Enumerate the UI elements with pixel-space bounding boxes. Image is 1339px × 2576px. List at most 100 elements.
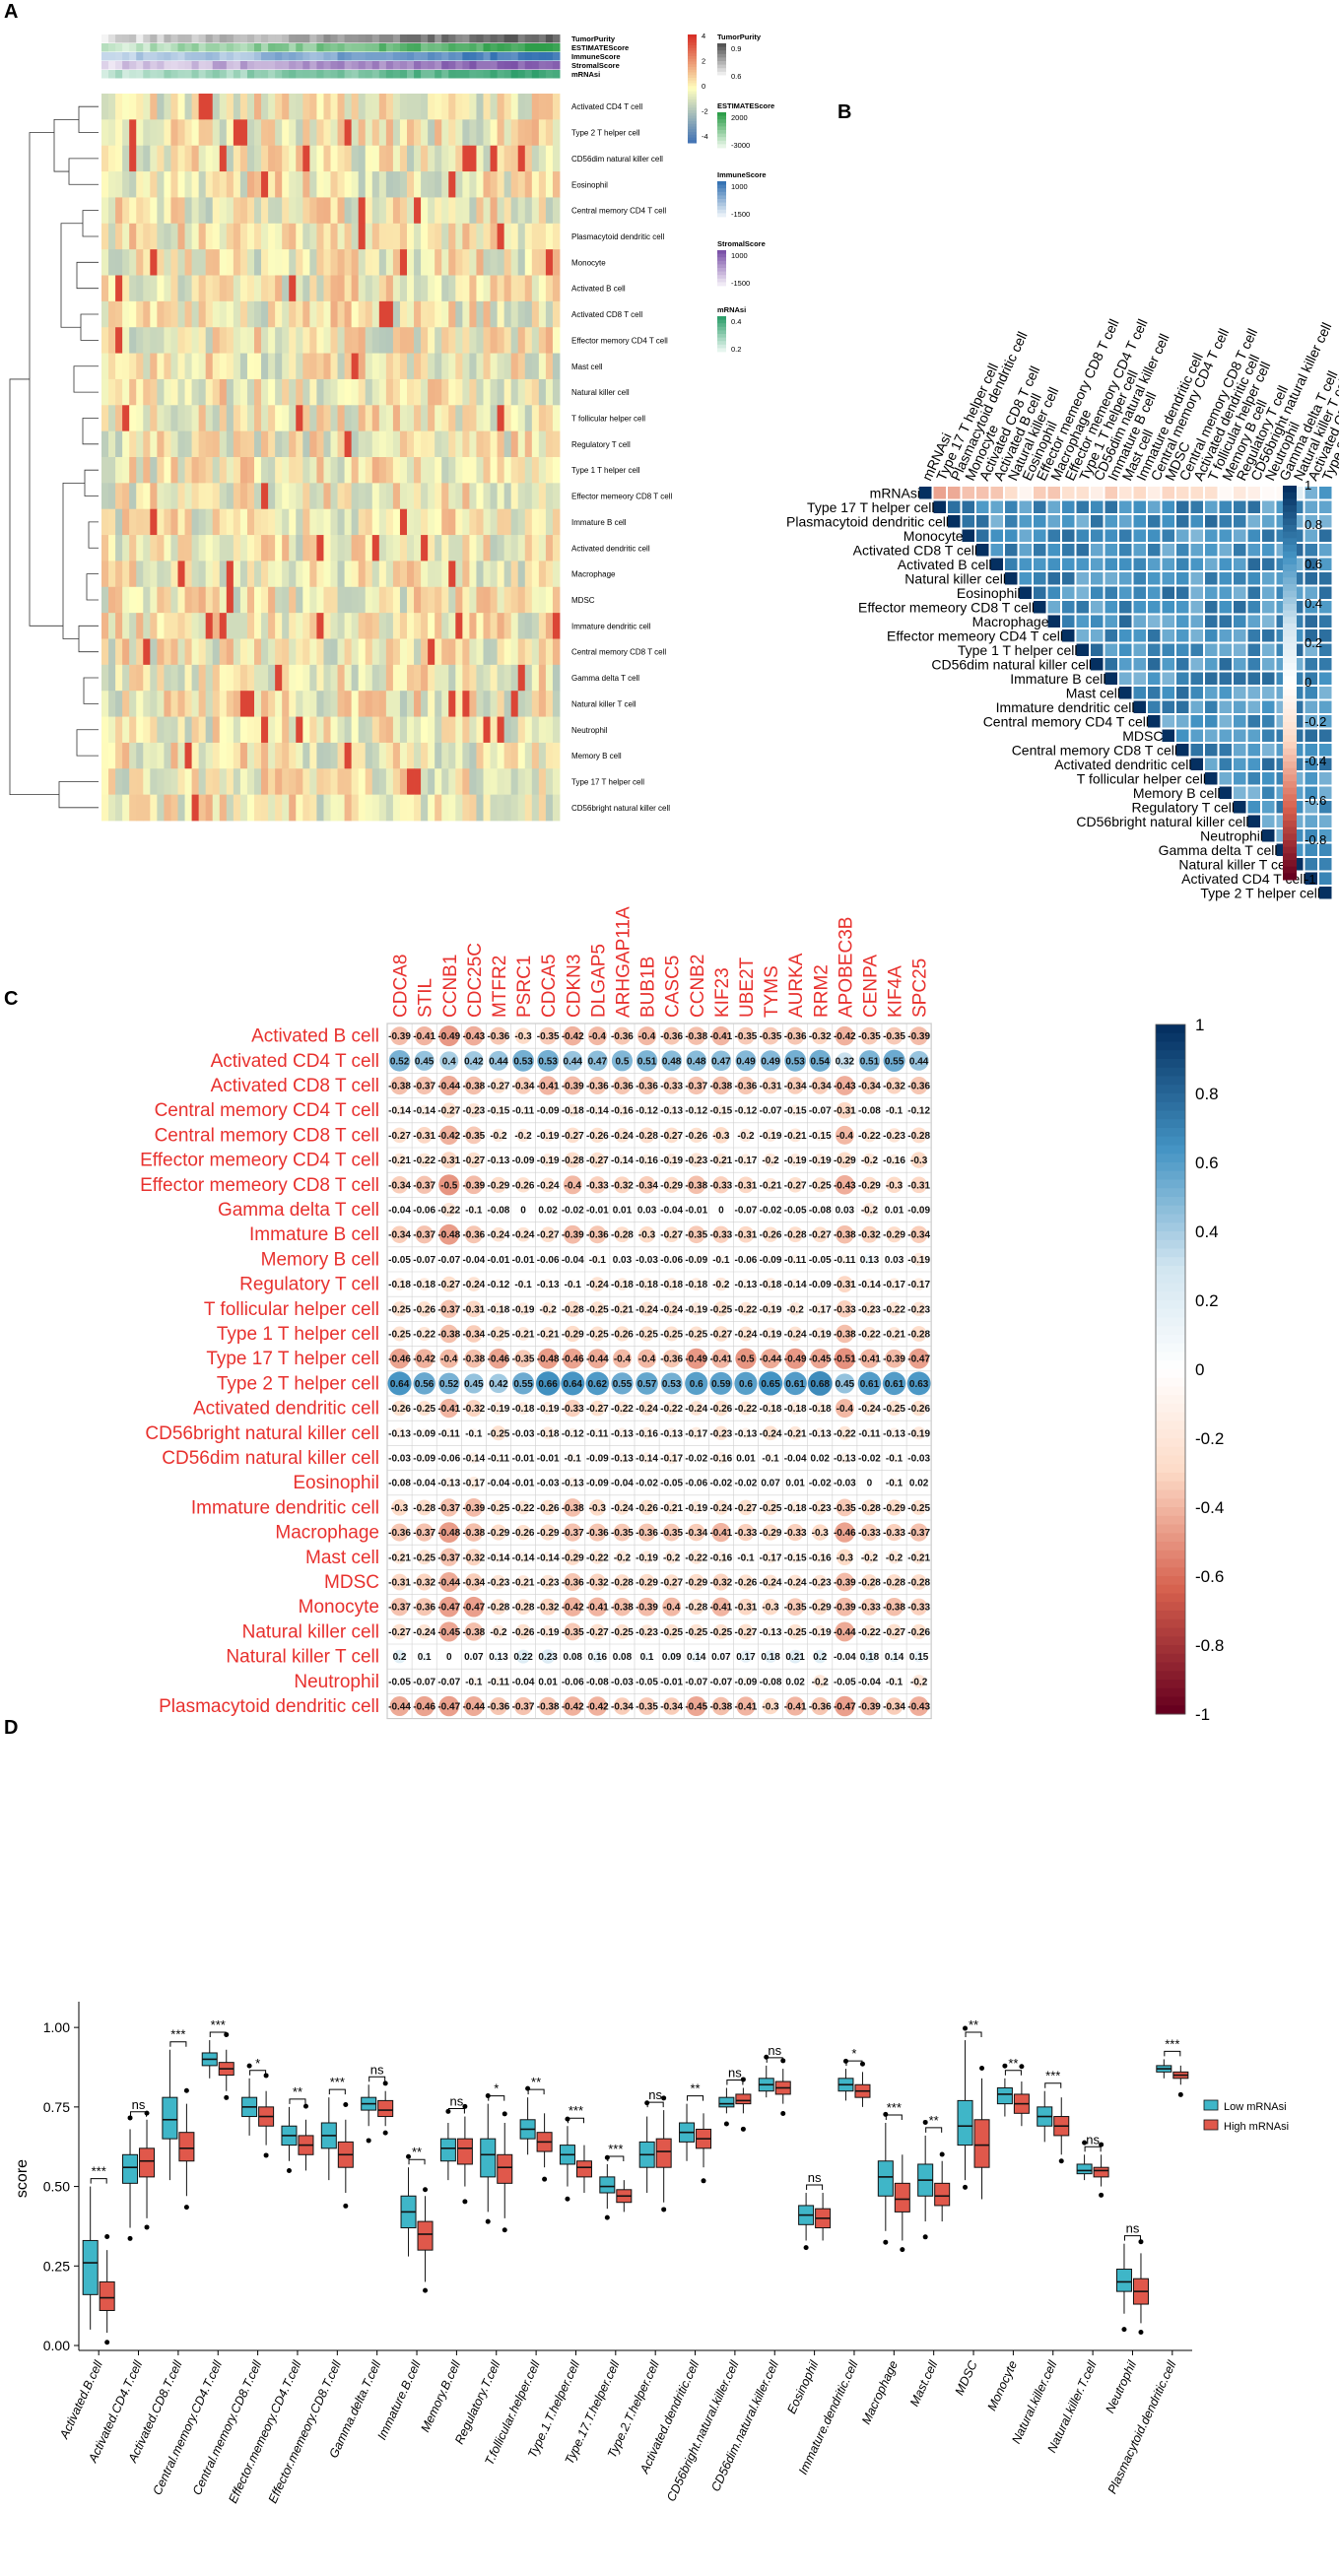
annotation-cell: [510, 70, 519, 79]
heatmap-cell: [309, 794, 317, 822]
heatmap-cell: [101, 353, 109, 380]
colorbar-segment: [1283, 610, 1297, 618]
corr-cell: [1119, 658, 1132, 671]
heatmap-cell: [435, 638, 442, 666]
corr-value: -0.37: [413, 1230, 435, 1241]
heatmap-cell: [399, 768, 408, 796]
corr-circle: [518, 1105, 529, 1116]
corr-cell: [1305, 744, 1317, 757]
heatmap-cell: [170, 94, 178, 120]
corr-circle: [493, 1279, 504, 1289]
heatmap-cell: [115, 430, 123, 458]
heatmap-cell: [490, 613, 498, 639]
corr-circle: [491, 1226, 506, 1242]
heatmap-cell: [198, 586, 207, 614]
annotation-cell: [330, 52, 339, 61]
heatmap-cell: [184, 197, 192, 225]
heatmap-cell: [296, 171, 303, 198]
heatmap-cell: [545, 638, 554, 666]
heatmap-cell: [289, 430, 297, 458]
heatmap-cell: [246, 430, 255, 458]
heatmap-cell: [115, 716, 123, 744]
corr-value: -0.08: [809, 1206, 832, 1217]
corr-value: -0.07: [413, 1255, 435, 1266]
heatmap-cell: [115, 483, 123, 510]
annotation-cell: [497, 52, 505, 61]
corr-circle: [439, 1299, 458, 1318]
corr-circle: [835, 1621, 855, 1642]
annotation-cell: [275, 34, 283, 43]
corr-cell: [1305, 601, 1317, 614]
heatmap-cell: [233, 171, 241, 198]
heatmap-cell: [282, 794, 290, 822]
colorbar-segment: [688, 86, 697, 90]
heatmap-cell: [344, 535, 353, 561]
heatmap-cell: [552, 94, 561, 120]
corr-value: -0.36: [586, 1230, 609, 1241]
corr-circle: [861, 1499, 878, 1516]
heatmap-cell: [503, 223, 512, 250]
heatmap-cell: [462, 768, 470, 796]
heatmap-cell: [129, 535, 137, 561]
corr-square: [1247, 487, 1260, 499]
annotation-cell: [282, 52, 290, 61]
cell-label: CD56dim natural killer cell: [162, 1448, 379, 1469]
legend-title: StromalScore: [717, 239, 766, 248]
heatmap-cell: [371, 405, 380, 432]
heatmap-cell: [337, 535, 345, 561]
heatmap-cell: [296, 483, 303, 510]
corr-value: -0.16: [636, 1428, 658, 1439]
heatmap-cell: [385, 249, 394, 276]
corr-value: -0.2: [712, 1280, 730, 1290]
corr-value: -0.38: [685, 1031, 707, 1042]
heatmap-cell: [428, 586, 435, 614]
heatmap-cell: [371, 327, 380, 354]
corr-cell: [1305, 629, 1317, 642]
heatmap-cell: [233, 613, 241, 639]
heatmap-cell: [365, 353, 373, 380]
corr-value: 0.63: [909, 1379, 929, 1390]
heatmap-cell: [226, 197, 234, 225]
corr-value: -0.01: [512, 1255, 535, 1266]
colorbar-segment: [1156, 1464, 1185, 1474]
panel-a-heatmap: TumorPurityESTIMATEScoreImmuneScoreStrom…: [9, 32, 774, 822]
corr-circle: [763, 1499, 778, 1515]
heatmap-cell: [330, 561, 338, 588]
heatmap-cell: [191, 457, 200, 484]
heatmap-cell: [101, 430, 109, 458]
corr-value: -0.04: [858, 1677, 881, 1687]
corr-cell: [1133, 544, 1146, 557]
corr-value: -0.2: [861, 1206, 879, 1217]
corr-value: -0.31: [413, 1131, 435, 1142]
heatmap-cell: [212, 794, 221, 822]
heatmap-cell: [198, 664, 207, 692]
corr-value: -0.37: [685, 1082, 707, 1092]
heatmap-cell: [205, 171, 214, 198]
corr-value: -0.14: [537, 1552, 560, 1563]
corr-value: -0.25: [488, 1503, 510, 1514]
corr-cell: [1205, 744, 1218, 757]
corr-circle: [637, 1523, 656, 1542]
heatmap-cell: [164, 197, 171, 225]
heatmap-cell: [435, 94, 442, 120]
heatmap-cell: [170, 716, 178, 744]
heatmap-cell: [157, 145, 165, 172]
heatmap-cell: [177, 94, 185, 120]
legend-segment: [717, 144, 726, 149]
legend-title: TumorPurity: [717, 33, 762, 41]
corr-circle: [662, 1350, 681, 1368]
heatmap-cell: [531, 457, 540, 484]
corr-cell: [1262, 687, 1275, 699]
corr-circle: [912, 1650, 925, 1663]
corr-cell: [1019, 500, 1032, 513]
corr-cell: [1133, 529, 1146, 542]
significance-bracket: [447, 2108, 465, 2114]
heatmap-cell: [296, 249, 303, 276]
heatmap-cell: [254, 691, 262, 717]
corr-circle: [563, 1076, 582, 1095]
corr-circle: [714, 1277, 728, 1291]
corr-cell: [1205, 758, 1218, 770]
heatmap-cell: [337, 483, 345, 510]
heatmap-cell: [497, 508, 505, 536]
heatmap-cell: [282, 664, 290, 692]
